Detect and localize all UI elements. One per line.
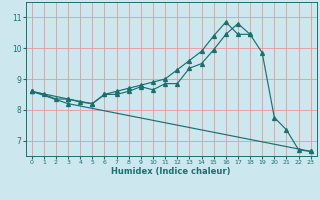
X-axis label: Humidex (Indice chaleur): Humidex (Indice chaleur) <box>111 167 231 176</box>
